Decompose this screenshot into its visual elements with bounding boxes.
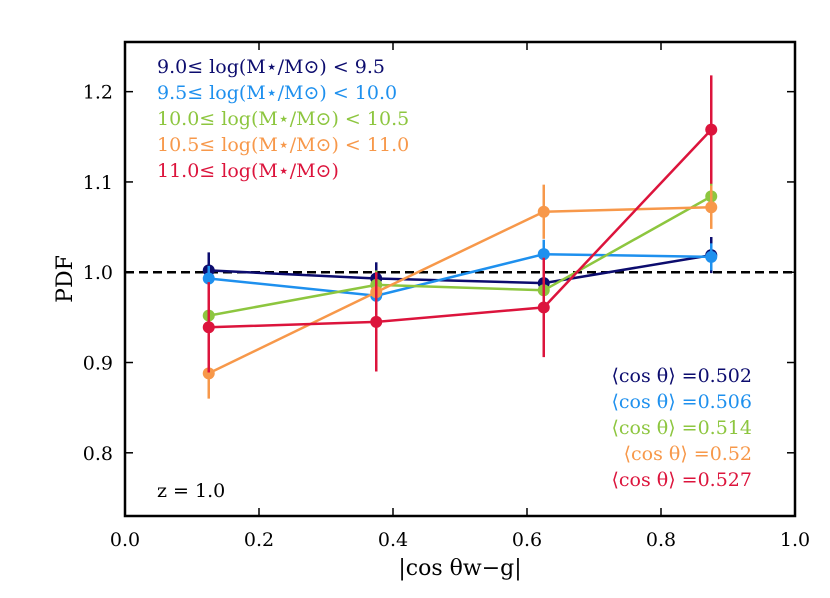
data-point [537, 248, 550, 261]
x-tick-label: 0.6 [512, 529, 542, 551]
mean-cos-entry: ⟨cos θ⟩ =0.514 [612, 417, 753, 439]
series-line [208, 128, 713, 329]
series-line [208, 253, 712, 285]
mean-cos-entry: ⟨cos θ⟩ =0.527 [612, 469, 753, 491]
data-point [370, 315, 383, 328]
legend-entry: 11.0≤ log(M⋆/M⊙) [157, 160, 339, 182]
series-line [208, 205, 712, 375]
y-tick-label: 1.0 [83, 262, 113, 284]
y-tick-label: 1.2 [83, 82, 113, 104]
plot-frame [123, 40, 797, 518]
x-axis-label: |cos θw−g| [398, 556, 521, 581]
legend-entry: 9.5≤ log(M⋆/M⊙) < 10.0 [157, 82, 397, 104]
data-point [705, 123, 718, 136]
legend-entry: 9.0≤ log(M⋆/M⊙) < 9.5 [157, 56, 385, 78]
data-point [705, 250, 718, 263]
x-tick-label: 0.2 [244, 529, 274, 551]
data-point [537, 205, 550, 218]
x-tick-label: 0.0 [110, 529, 140, 551]
y-tick-label: 1.1 [83, 172, 113, 194]
y-tick-label: 0.9 [83, 353, 113, 375]
series-line [208, 195, 712, 317]
legend-entry: 10.5≤ log(M⋆/M⊙) < 11.0 [157, 134, 409, 156]
y-axis-label: PDF [53, 255, 78, 303]
x-tick-label: 0.8 [646, 529, 676, 551]
data-point [202, 367, 215, 380]
y-tick-label: 0.8 [83, 443, 113, 465]
x-tick-label: 0.4 [378, 529, 408, 551]
mean-cos-legend: ⟨cos θ⟩ =0.502 ⟨cos θ⟩ =0.506 ⟨cos θ⟩ =0.5… [612, 365, 753, 491]
mean-cos-entry: ⟨cos θ⟩ =0.52 [624, 443, 752, 465]
data-point [537, 301, 550, 314]
mean-cos-entry: ⟨cos θ⟩ =0.502 [612, 365, 753, 387]
legend-entry: 10.0≤ log(M⋆/M⊙) < 10.5 [157, 108, 409, 130]
data-point [202, 272, 215, 285]
data-point [705, 201, 718, 214]
redshift-annotation: z = 1.0 [157, 480, 225, 502]
series-line [208, 252, 712, 297]
x-tick-label: 1.0 [780, 529, 810, 551]
data-point [202, 321, 215, 334]
legend: 9.0≤ log(M⋆/M⊙) < 9.5 9.5≤ log(M⋆/M⊙) < 1… [157, 56, 409, 182]
mean-cos-entry: ⟨cos θ⟩ =0.506 [612, 391, 753, 413]
series-layer [202, 75, 718, 399]
series-4 [202, 75, 718, 373]
tick-layer: 0.0 0.2 0.4 0.6 0.8 1.0 0.8 0.9 1.0 1.1 1.2 [83, 42, 810, 551]
